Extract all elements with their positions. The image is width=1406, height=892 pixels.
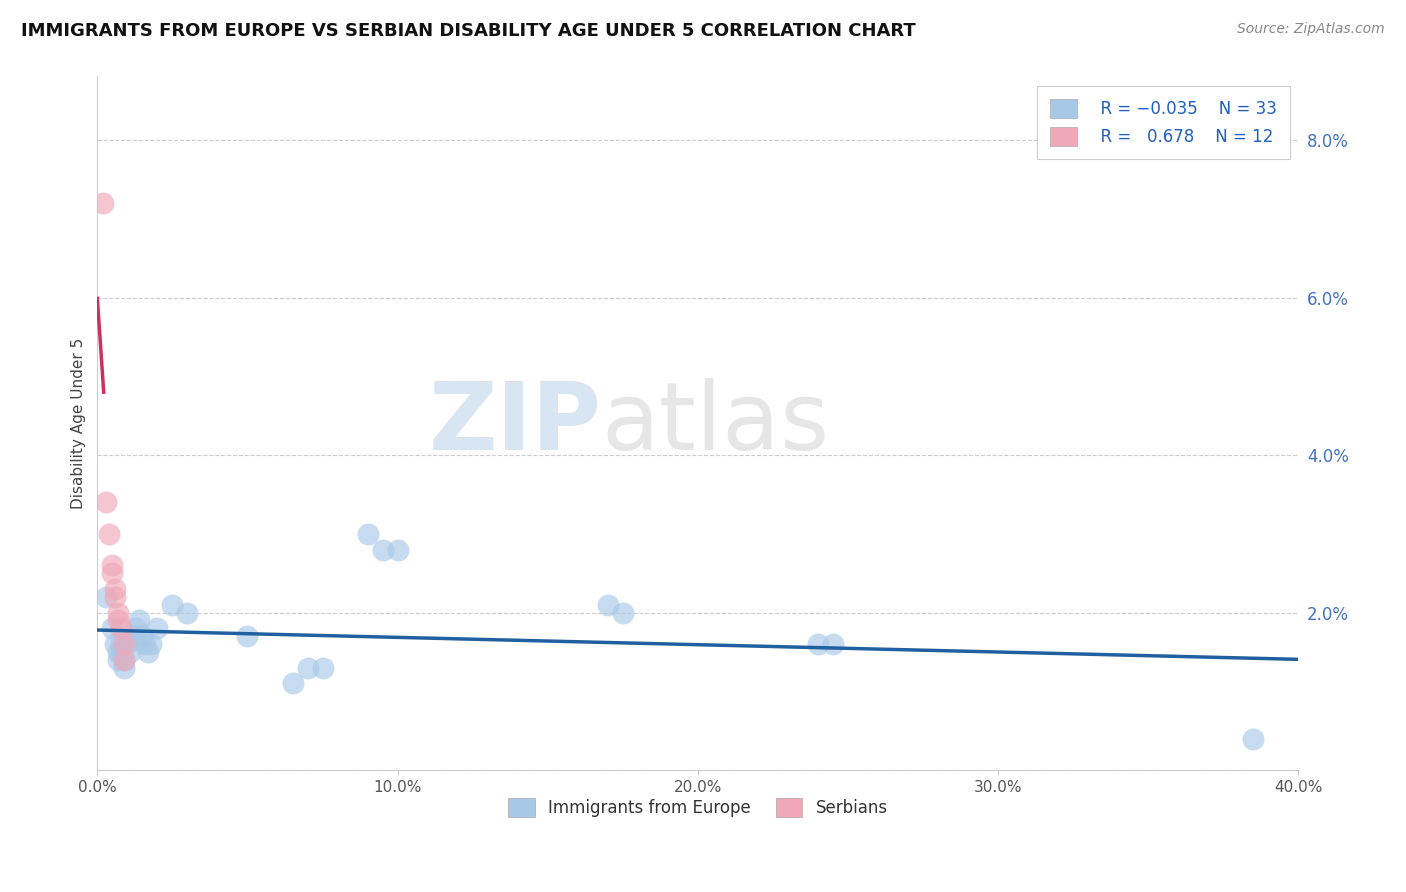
Point	[107, 645, 129, 659]
Legend: Immigrants from Europe, Serbians: Immigrants from Europe, Serbians	[502, 791, 894, 824]
Point	[96, 590, 118, 604]
Text: ZIP: ZIP	[429, 377, 602, 470]
Point	[281, 676, 304, 690]
Point	[612, 606, 634, 620]
Point	[141, 637, 163, 651]
Point	[297, 661, 319, 675]
Point	[138, 645, 160, 659]
Point	[107, 653, 129, 667]
Point	[176, 606, 198, 620]
Point	[93, 196, 115, 211]
Point	[110, 621, 132, 635]
Point	[98, 527, 121, 541]
Point	[311, 661, 333, 675]
Text: atlas: atlas	[602, 377, 830, 470]
Point	[101, 558, 124, 573]
Text: IMMIGRANTS FROM EUROPE VS SERBIAN DISABILITY AGE UNDER 5 CORRELATION CHART: IMMIGRANTS FROM EUROPE VS SERBIAN DISABI…	[21, 22, 915, 40]
Point	[112, 653, 135, 667]
Point	[110, 637, 132, 651]
Point	[112, 661, 135, 675]
Point	[101, 566, 124, 581]
Point	[356, 527, 378, 541]
Point	[125, 621, 148, 635]
Y-axis label: Disability Age Under 5: Disability Age Under 5	[72, 338, 86, 509]
Point	[122, 629, 145, 643]
Point	[104, 637, 127, 651]
Point	[112, 637, 135, 651]
Text: Source: ZipAtlas.com: Source: ZipAtlas.com	[1237, 22, 1385, 37]
Point	[104, 582, 127, 596]
Point	[236, 629, 259, 643]
Point	[807, 637, 830, 651]
Point	[107, 606, 129, 620]
Point	[128, 614, 150, 628]
Point	[101, 621, 124, 635]
Point	[110, 645, 132, 659]
Point	[120, 645, 142, 659]
Point	[96, 495, 118, 509]
Point	[117, 637, 139, 651]
Point	[107, 614, 129, 628]
Point	[596, 598, 619, 612]
Point	[387, 542, 409, 557]
Point	[371, 542, 394, 557]
Point	[162, 598, 184, 612]
Point	[821, 637, 844, 651]
Point	[104, 590, 127, 604]
Point	[1241, 731, 1264, 746]
Point	[146, 621, 169, 635]
Point	[134, 637, 156, 651]
Point	[112, 653, 135, 667]
Point	[131, 629, 153, 643]
